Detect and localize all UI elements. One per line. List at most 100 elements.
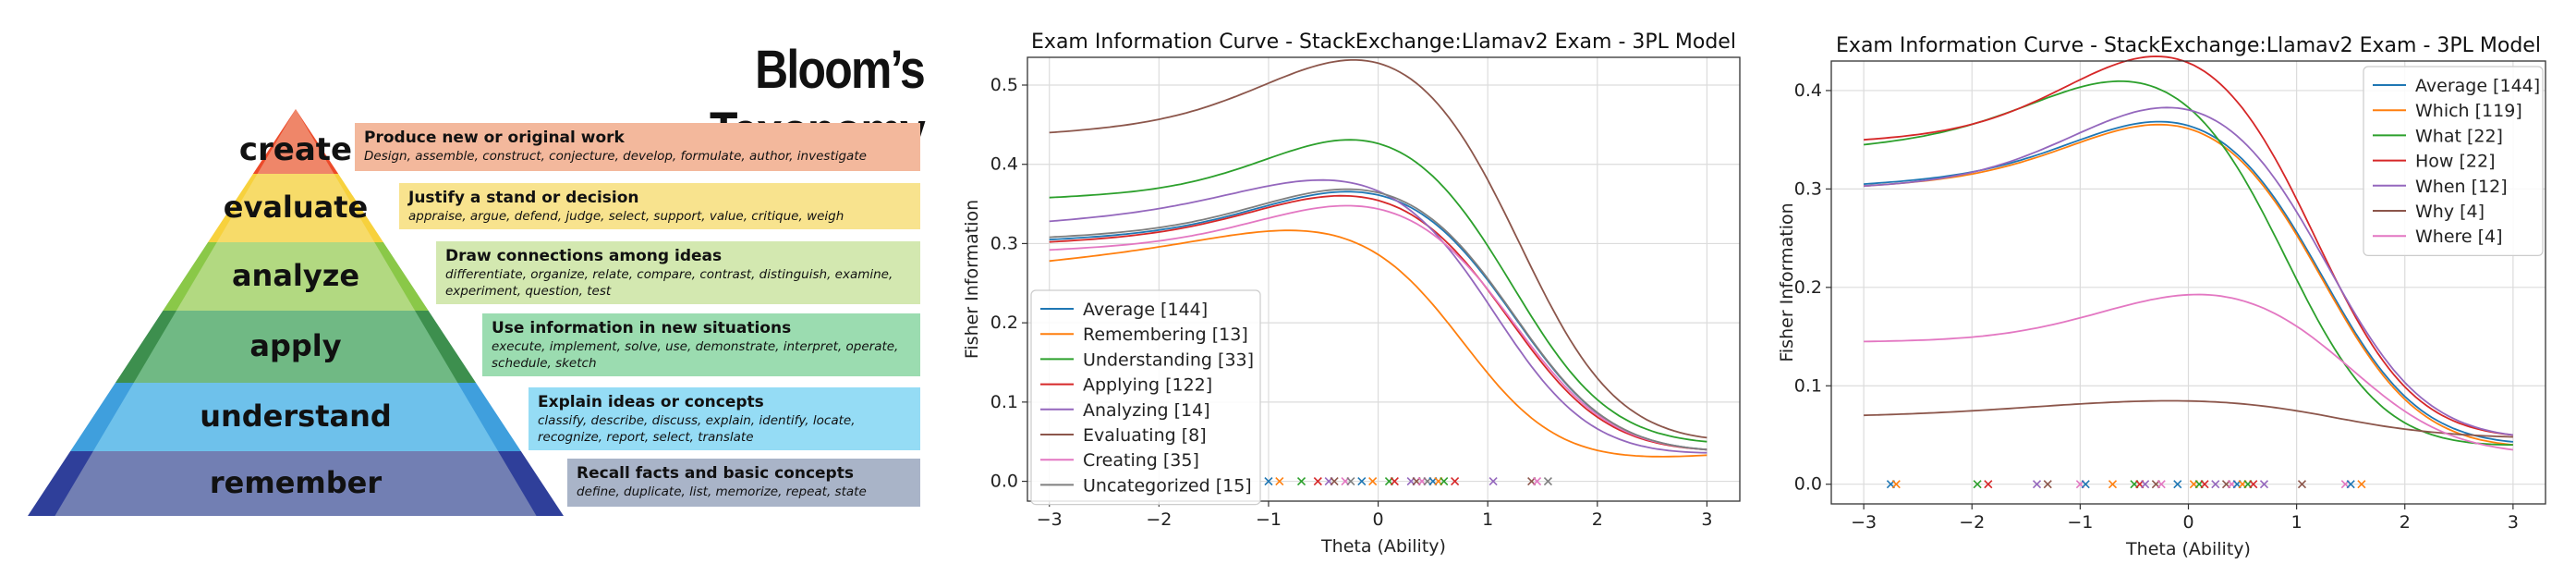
legend-entry: Analyzing [14] [1083, 400, 1210, 421]
description-heading: Justify a stand or decision [408, 189, 639, 207]
y-tick-label: 0.4 [990, 154, 1018, 175]
legend-entry: When [12] [2415, 177, 2508, 197]
legend-box [1030, 289, 1261, 506]
pyramid-label-analyze: analyze [231, 258, 360, 294]
x-tick-label: 1 [2291, 512, 2303, 533]
bloom-pyramid [28, 109, 564, 516]
series-line [1864, 106, 2514, 436]
legend-entry: Understanding [33] [1083, 349, 1254, 370]
x-axis-label: Theta (Ability) [1320, 536, 1446, 557]
x-tick-label: −1 [1256, 509, 1282, 530]
description-heading: Use information in new situations [492, 319, 792, 337]
legend-entry: Why [4] [2415, 202, 2485, 222]
item-marker [1313, 477, 1322, 486]
x-tick-label: 1 [1482, 509, 1493, 530]
item-marker [1451, 477, 1460, 486]
item-marker [2259, 480, 2269, 489]
y-tick-label: 0.1 [1794, 375, 1822, 396]
item-marker [2032, 480, 2042, 489]
pyramid-label-create: create [238, 130, 353, 168]
description-box-analyze: Draw connections among ideas differentiat… [436, 241, 920, 304]
item-marker [1296, 477, 1306, 486]
x-tick-label: 3 [2508, 512, 2519, 533]
x-tick-label: −3 [1851, 512, 1877, 533]
description-heading: Recall facts and basic concepts [577, 464, 854, 483]
description-verbs: appraise, argue, defend, judge, select, … [408, 209, 844, 224]
chart-legend: Average [144] Which [119] What [22] How [22… [2363, 66, 2544, 256]
legend-entry: Creating [35] [1083, 450, 1199, 471]
series-line [1864, 399, 2513, 438]
legend-entry: Evaluating [8] [1083, 425, 1207, 446]
legend-entry: Uncategorized [15] [1083, 475, 1252, 496]
item-marker [1390, 477, 1399, 486]
x-tick-label: 2 [1592, 509, 1603, 530]
item-marker [1488, 477, 1498, 486]
description-verbs: define, duplicate, list, memorize, repea… [577, 484, 867, 499]
description-box-evaluate: Justify a stand or decision appraise, arg… [399, 183, 920, 229]
x-tick-label: 3 [1701, 509, 1712, 530]
item-marker [2249, 480, 2258, 489]
item-marker [1891, 480, 1901, 489]
series-line [1049, 204, 1707, 451]
item-marker [2346, 480, 2355, 489]
description-box-remember: Recall facts and basic concepts define, d… [567, 459, 920, 507]
series-line [1864, 123, 2513, 446]
description-verbs: classify, describe, discuss, explain, id… [538, 413, 856, 445]
description-box-create: Produce new or original work Design, asse… [355, 123, 920, 171]
x-tick-label: −2 [1146, 509, 1172, 530]
series-line [1864, 55, 2514, 436]
series-line [1049, 178, 1707, 454]
item-marker [1543, 477, 1552, 486]
pyramid-label-evaluate: evaluate [223, 190, 369, 226]
x-tick-label: −3 [1037, 509, 1063, 530]
item-marker [1973, 480, 1982, 489]
description-verbs: Design, assemble, construct, conjecture,… [364, 149, 867, 164]
legend-entry: Average [144] [1083, 300, 1208, 320]
legend-entry: Remembering [13] [1083, 325, 1248, 345]
pyramid-band-inner-evaluate [216, 174, 375, 242]
series-line [1049, 59, 1707, 439]
y-tick-label: 0.0 [990, 472, 1018, 492]
item-marker [1368, 477, 1378, 486]
y-tick-label: 0.1 [990, 392, 1018, 412]
exam-information-chart-question-words: −3 −2 −1 0 1 2 3 0.0 0.1 0.2 0.3 0.4 Exam Informatio… [1777, 34, 2546, 559]
chart-legend: Average [144] Remembering [13] Understandi… [1030, 289, 1261, 506]
item-marker [1330, 477, 1339, 486]
legend-box [2363, 66, 2544, 256]
description-heading: Draw connections among ideas [445, 247, 723, 265]
y-tick-label: 0.0 [1794, 474, 1822, 495]
item-marker [1532, 477, 1542, 486]
pyramid-band-inner-understand [92, 383, 499, 451]
legend-entry: Applying [122] [1083, 375, 1212, 396]
pyramid-band-inner-create [257, 109, 334, 174]
y-axis-label: Fisher Information [962, 200, 982, 359]
item-marker [2108, 480, 2118, 489]
item-marker [1440, 477, 1449, 486]
series-line [1864, 293, 2514, 451]
series-line [1049, 229, 1707, 458]
y-tick-label: 0.4 [1794, 80, 1822, 101]
legend-entry: What [22] [2415, 126, 2503, 146]
description-verbs: execute, implement, solve, use, demonstr… [492, 339, 899, 371]
legend-entry: Which [119] [2415, 101, 2522, 121]
item-marker [1264, 477, 1273, 486]
description-heading: Explain ideas or concepts [538, 393, 764, 411]
bloom-taxonomy-panel: Bloom’s Taxonomy createevaluateanalyzeap… [0, 0, 933, 564]
y-axis-label: Fisher Information [1777, 202, 1797, 362]
pyramid-band-inner-apply [133, 311, 458, 383]
x-tick-label: 0 [1373, 509, 1384, 530]
pyramid-band-inner-analyze [176, 242, 416, 311]
legend-entry: Average [144] [2415, 76, 2540, 96]
exam-information-chart-bloom: −3 −2 −1 0 1 2 3 0.0 0.1 0.2 0.3 0.4 0.5 Exam Informa… [962, 31, 1741, 557]
item-marker [1275, 477, 1284, 486]
item-marker [1984, 480, 1993, 489]
description-verbs: differentiate, organize, relate, compare… [445, 267, 893, 299]
item-marker [1346, 477, 1355, 486]
y-tick-label: 0.3 [990, 233, 1018, 253]
y-tick-label: 0.2 [990, 313, 1018, 333]
x-tick-label: 0 [2182, 512, 2193, 533]
item-marker [2141, 480, 2150, 489]
x-tick-label: 2 [2400, 512, 2411, 533]
pyramid-band-inner-remember [55, 451, 537, 516]
item-marker [2297, 480, 2307, 489]
